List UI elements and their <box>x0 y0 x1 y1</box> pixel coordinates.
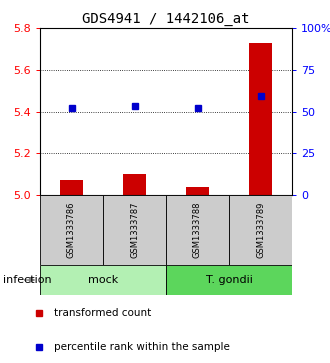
Text: GSM1333787: GSM1333787 <box>130 202 139 258</box>
Bar <box>249 42 272 195</box>
Text: GSM1333788: GSM1333788 <box>193 202 202 258</box>
Text: mock: mock <box>88 275 118 285</box>
Bar <box>60 180 82 195</box>
Bar <box>123 174 146 195</box>
Bar <box>186 187 209 195</box>
Bar <box>103 195 166 265</box>
Title: GDS4941 / 1442106_at: GDS4941 / 1442106_at <box>82 12 250 25</box>
Text: GSM1333786: GSM1333786 <box>67 202 76 258</box>
Bar <box>40 195 103 265</box>
Bar <box>40 265 166 295</box>
Bar <box>166 195 229 265</box>
Text: transformed count: transformed count <box>54 308 151 318</box>
Text: percentile rank within the sample: percentile rank within the sample <box>54 342 230 352</box>
Bar <box>229 195 292 265</box>
Bar <box>166 265 292 295</box>
Text: T. gondii: T. gondii <box>206 275 252 285</box>
Text: GSM1333789: GSM1333789 <box>256 202 265 258</box>
Text: infection: infection <box>3 275 52 285</box>
